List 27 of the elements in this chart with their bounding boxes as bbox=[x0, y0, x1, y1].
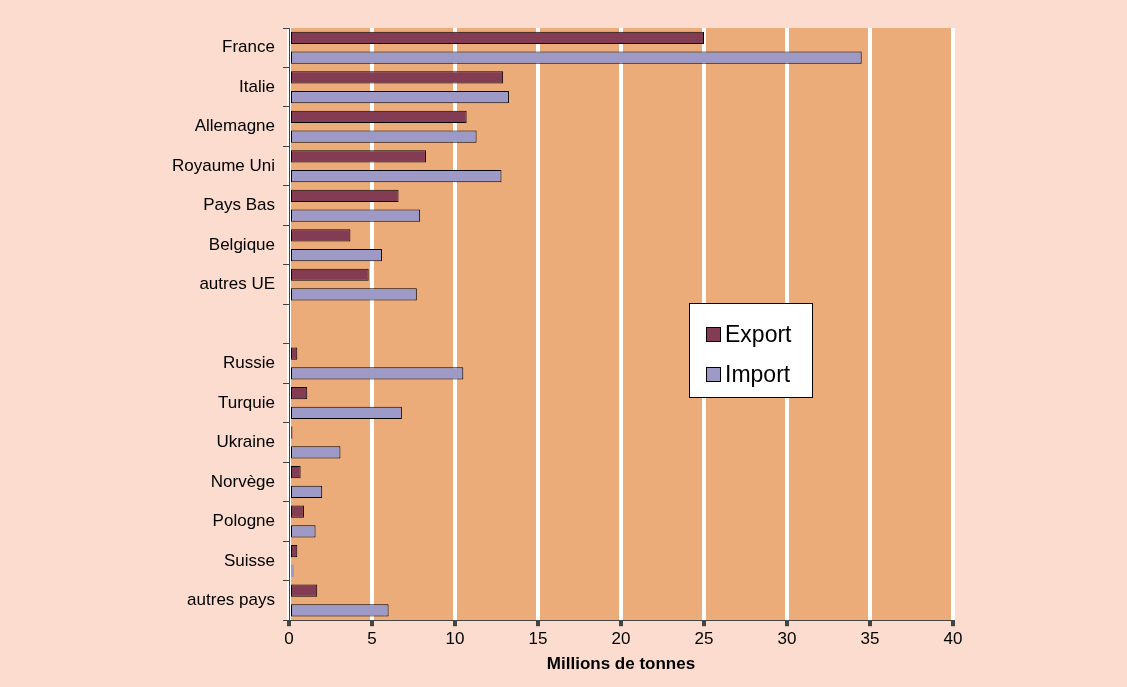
x-tick-label: 5 bbox=[367, 629, 377, 649]
y-tick-label: Belgique bbox=[208, 234, 275, 254]
y-tick-label: Norvège bbox=[210, 471, 275, 491]
y-tick-label: Pays Bas bbox=[203, 195, 275, 215]
y-tick-label: Russie bbox=[223, 353, 275, 373]
x-tick-label: 20 bbox=[611, 629, 631, 649]
x-tick-label: 35 bbox=[860, 629, 880, 649]
y-tick-label: Royaume Uni bbox=[172, 155, 275, 175]
x-axis-title: Millions de tonnes bbox=[546, 654, 696, 674]
x-tick-label: 15 bbox=[528, 629, 548, 649]
legend-label: Import bbox=[725, 360, 791, 388]
x-tick-label: 40 bbox=[943, 629, 963, 649]
y-tick-label: Pologne bbox=[212, 511, 275, 531]
y-tick-label: autres UE bbox=[199, 274, 275, 294]
x-tick-label: 30 bbox=[777, 629, 797, 649]
y-tick-label: Allemagne bbox=[194, 116, 275, 136]
y-tick-label: Suisse bbox=[223, 550, 275, 570]
x-tick-label: 25 bbox=[694, 629, 714, 649]
y-tick-label: Ukraine bbox=[216, 432, 275, 452]
x-tick-label: 10 bbox=[445, 629, 465, 649]
y-tick-label: Turquie bbox=[217, 392, 275, 412]
y-tick-label: autres pays bbox=[187, 590, 275, 610]
y-tick-label: France bbox=[222, 37, 275, 57]
legend-label: Export bbox=[725, 320, 792, 348]
x-tick-label: 0 bbox=[284, 629, 294, 649]
bar bbox=[291, 564, 294, 577]
y-tick-label: Italie bbox=[239, 76, 275, 96]
